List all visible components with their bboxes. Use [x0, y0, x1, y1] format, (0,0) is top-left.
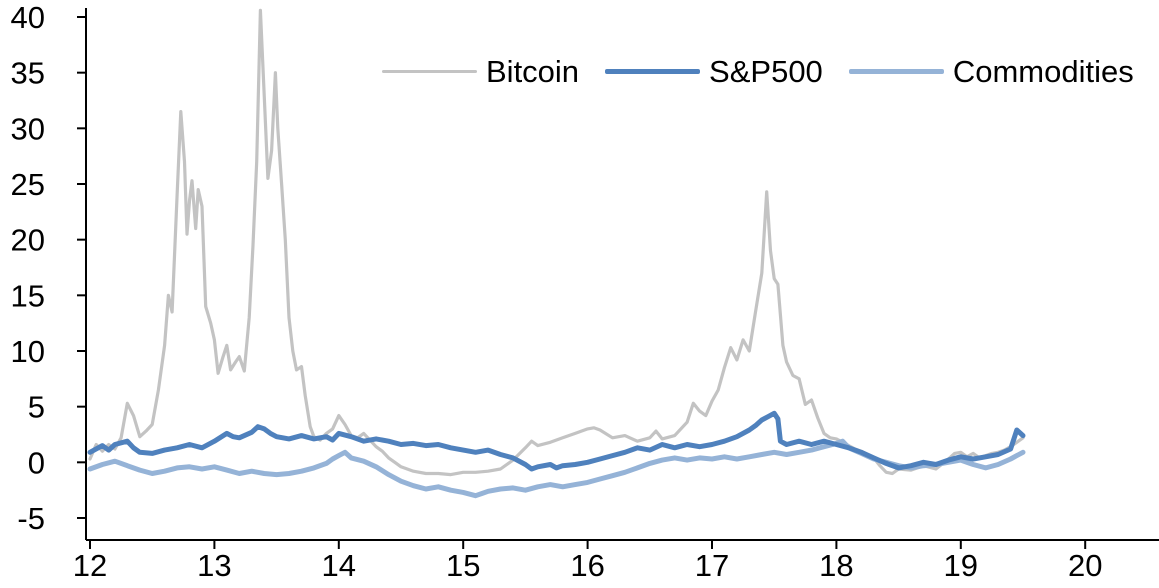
- y-tick-label: -5: [17, 501, 45, 536]
- legend-line-sample-bitcoin: [382, 70, 477, 73]
- y-tick-label: 20: [11, 223, 45, 258]
- y-tick-label: 40: [11, 0, 45, 35]
- x-tick-label: 14: [322, 548, 356, 583]
- legend-line-sample-commodities: [848, 69, 944, 74]
- x-tick-label: 15: [446, 548, 480, 583]
- y-tick-label: 10: [11, 334, 45, 369]
- series-line-s-p500: [87, 410, 1026, 472]
- legend-item-sp500: S&P500: [605, 56, 823, 87]
- legend-item-bitcoin: Bitcoin: [382, 56, 579, 87]
- x-tick-label: 12: [73, 548, 107, 583]
- x-tick-label: 17: [695, 548, 729, 583]
- x-tick-label: 20: [1068, 548, 1102, 583]
- legend-item-commodities: Commodities: [848, 54, 1134, 89]
- y-tick-label: 15: [11, 278, 45, 313]
- y-tick-label: 30: [11, 111, 45, 146]
- legend-label-commodities: Commodities: [952, 54, 1134, 89]
- y-tick-label: 35: [11, 56, 45, 91]
- legend-label-sp500: S&P500: [709, 54, 823, 89]
- x-tick-label: 18: [819, 548, 853, 583]
- y-tick-label: 0: [28, 445, 45, 480]
- y-tick-label: 5: [28, 390, 45, 425]
- y-tick-label: 25: [11, 167, 45, 202]
- legend-label-bitcoin: Bitcoin: [486, 54, 580, 89]
- x-tick-label: 16: [570, 548, 604, 583]
- legend-line-sample-sp500: [605, 69, 701, 74]
- x-tick-label: 13: [197, 548, 231, 583]
- chart-legend: Bitcoin S&P500 Commodities: [382, 56, 1134, 87]
- x-tick-label: 19: [944, 548, 978, 583]
